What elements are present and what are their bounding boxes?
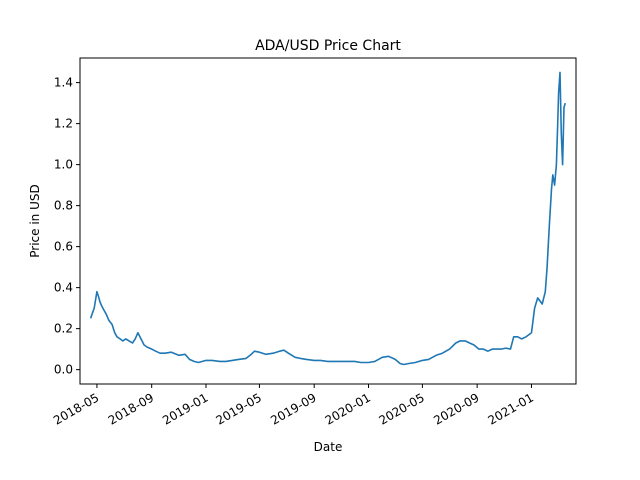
y-axis-ticks: 0.0 0.2 0.4 0.6 0.8 1.0 1.2 1.4 [54, 76, 80, 377]
y-tick-label: 0.4 [54, 281, 73, 295]
y-axis-title: Price in USD [28, 184, 42, 257]
y-tick-label: 1.2 [54, 117, 73, 131]
price-line [89, 71, 567, 366]
y-tick-label: 0.2 [54, 322, 73, 336]
axes-frame [79, 57, 577, 385]
y-tick-label: 1.0 [54, 158, 73, 172]
y-tick-label: 1.4 [54, 76, 73, 90]
y-tick-label: 0.6 [54, 240, 73, 254]
plot-area [89, 71, 567, 366]
chart-title: ADA/USD Price Chart [255, 38, 401, 54]
y-tick-label: 0.0 [54, 363, 73, 377]
x-axis-title: Date [314, 440, 343, 454]
y-tick-label: 0.8 [54, 199, 73, 213]
